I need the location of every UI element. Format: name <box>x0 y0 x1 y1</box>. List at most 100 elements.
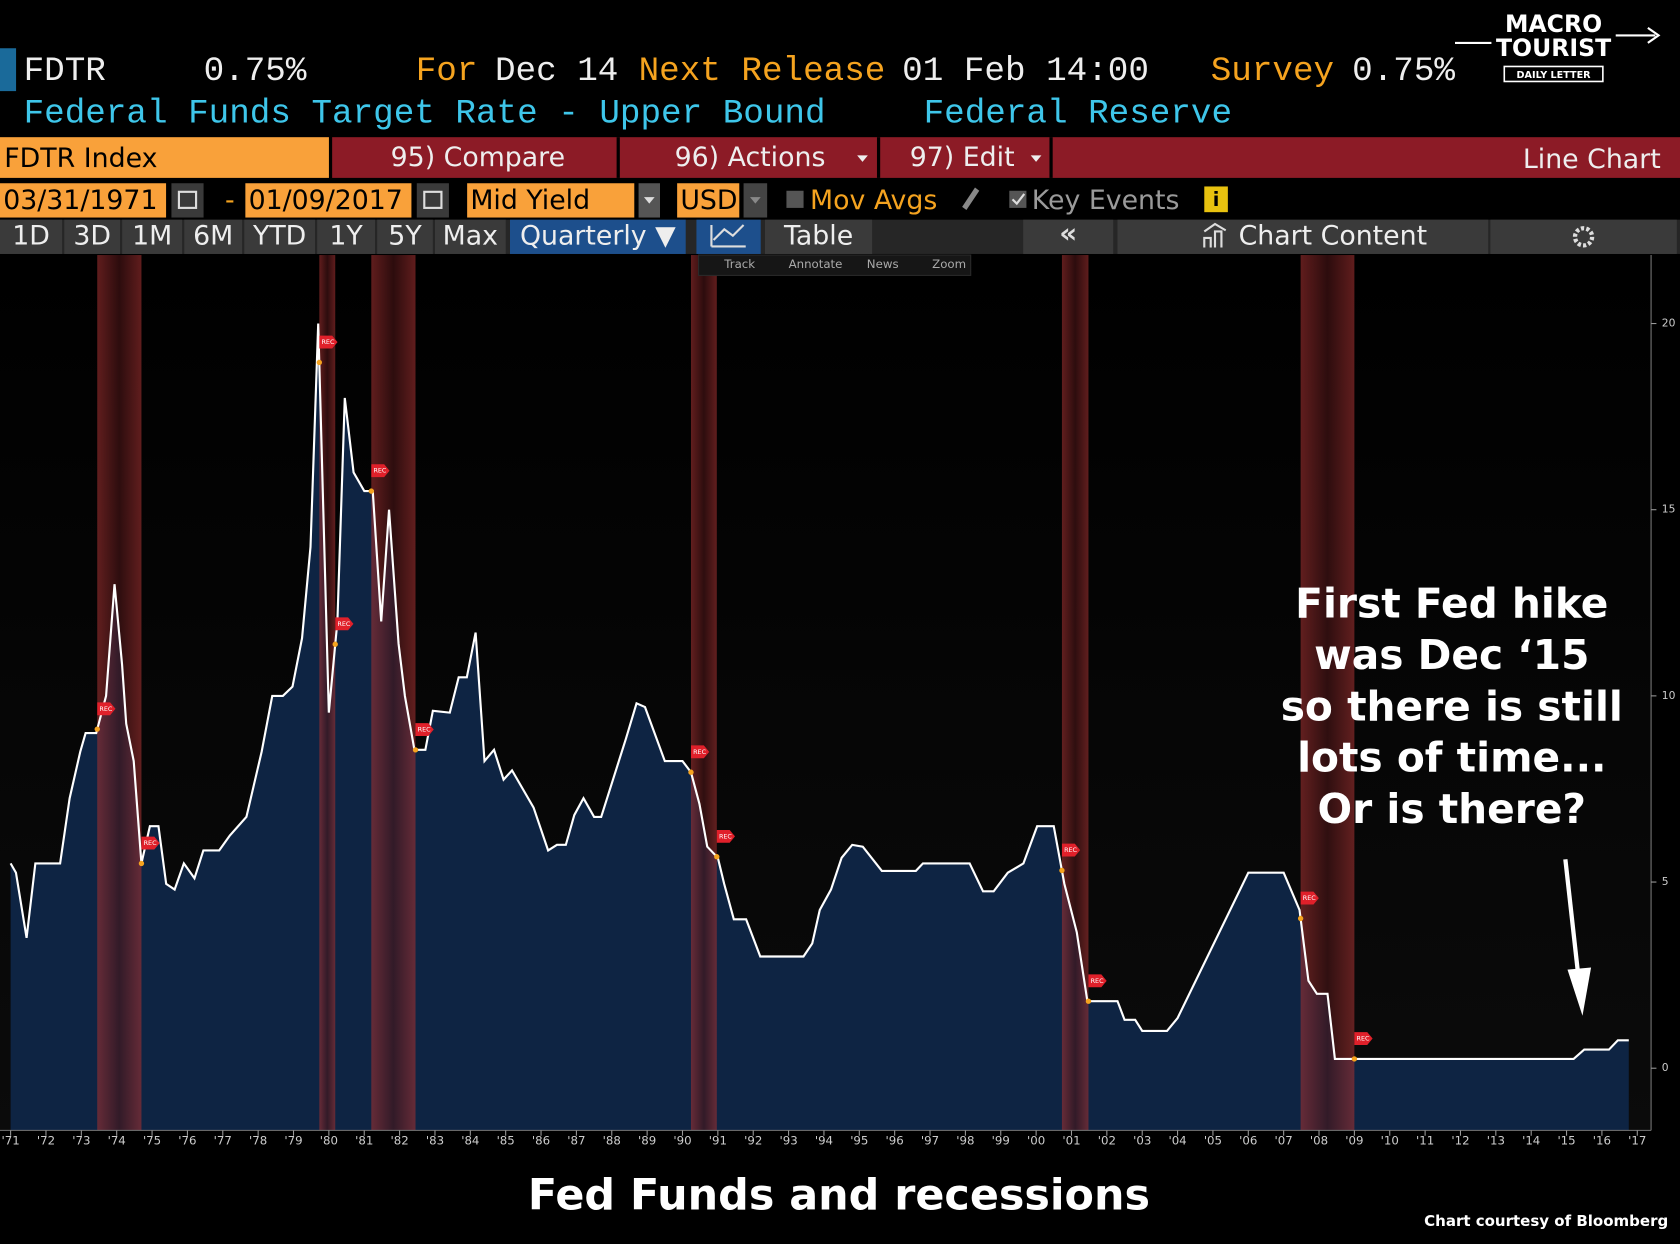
x-tick-label: '77 <box>214 1134 232 1148</box>
period-button[interactable] <box>377 219 433 254</box>
chart-view-icon <box>710 224 746 248</box>
recession-flag-label: REC <box>337 620 350 628</box>
mov-avgs-checkbox[interactable] <box>786 190 804 208</box>
period-button[interactable] <box>184 219 243 254</box>
collapse-button[interactable] <box>1023 219 1114 254</box>
recession-flag-label: REC <box>99 705 112 713</box>
recession-flag <box>1088 974 1107 988</box>
event-dot <box>94 726 100 732</box>
caption: Fed Funds and recessions <box>528 1170 1150 1220</box>
chart-content-button[interactable] <box>1117 219 1489 254</box>
logo-box <box>1503 65 1604 83</box>
recession-band <box>371 255 416 1131</box>
period-button[interactable] <box>317 219 375 254</box>
annotation-line: lots of time... <box>1297 734 1606 782</box>
recession-flag-label: REC <box>1303 894 1316 902</box>
period-button[interactable] <box>0 219 63 254</box>
start-date: 03/31/1971 <box>3 185 157 216</box>
y-tick-label: 5 <box>1662 875 1669 888</box>
pencil-icon[interactable] <box>962 187 980 211</box>
settings-button[interactable] <box>1490 219 1677 254</box>
date-separator: - <box>225 185 235 216</box>
calendar-icon <box>423 190 443 209</box>
x-tick-label: '05 <box>1204 1134 1222 1148</box>
period-label: 6M <box>193 220 233 251</box>
recession-band <box>97 255 142 1131</box>
x-tick-label: '72 <box>37 1134 55 1148</box>
security: FDTR Index <box>4 143 157 174</box>
x-tick-label: '92 <box>744 1134 762 1148</box>
edit-button[interactable]: 97) Edit <box>910 142 1015 173</box>
x-tick-label: '14 <box>1522 1134 1540 1148</box>
x-tick-label: '93 <box>779 1134 797 1148</box>
frequency-box[interactable] <box>510 219 686 254</box>
chart-type: Line Chart <box>1523 144 1661 175</box>
line <box>9 323 1629 1060</box>
x-tick-label: '86 <box>532 1134 550 1148</box>
collapse-icon: « <box>1059 217 1077 250</box>
dropdown-arrow <box>1030 155 1042 162</box>
key-events: Key Events <box>1032 185 1180 216</box>
period-button[interactable] <box>244 219 315 254</box>
annotation-line: First Fed hike <box>1295 579 1608 627</box>
chart-view-button[interactable] <box>696 219 761 254</box>
info-icon[interactable] <box>1204 186 1228 213</box>
recession-band <box>1300 255 1355 1131</box>
x-tick-label: '02 <box>1098 1134 1116 1148</box>
x-tick-label: '87 <box>567 1134 585 1148</box>
period-button[interactable] <box>122 219 183 254</box>
security-box[interactable] <box>0 137 329 178</box>
event-dot <box>138 860 145 867</box>
mov-avgs: Mov Avgs <box>810 185 937 216</box>
compare-button[interactable]: 95) Compare <box>391 142 565 173</box>
field-box[interactable] <box>467 183 635 218</box>
x-tick-label: '95 <box>850 1134 868 1148</box>
gear-icon <box>1572 226 1595 248</box>
period-button[interactable] <box>64 219 120 254</box>
key-events-checkbox[interactable] <box>1009 190 1027 208</box>
start-date-box[interactable] <box>0 183 167 218</box>
event-dot <box>1351 1056 1358 1062</box>
x-tick-label: '06 <box>1239 1134 1257 1148</box>
recession-flag <box>1300 891 1319 905</box>
table-button[interactable] <box>765 219 873 254</box>
x-tick-label: '12 <box>1451 1134 1469 1148</box>
end-date-box[interactable] <box>245 183 412 218</box>
x-tick-label: '89 <box>638 1134 656 1148</box>
chart-tool[interactable]: Track <box>723 257 755 271</box>
chart-tool[interactable]: Zoom <box>932 257 966 271</box>
recession-band <box>690 255 717 1131</box>
next-release: 01 Feb 14:00 <box>902 52 1149 91</box>
next-release-label: Next Release <box>639 52 886 91</box>
y-tick-label: 15 <box>1662 503 1676 516</box>
chart-tool[interactable]: Annotate <box>789 257 843 271</box>
chart-content-icon <box>1203 222 1227 248</box>
event-dot <box>688 769 694 775</box>
period-button[interactable] <box>435 219 506 254</box>
annotation-line: so there is still <box>1281 682 1623 730</box>
chart-tool[interactable]: News <box>867 257 899 271</box>
logo-line1: MACRO <box>1505 10 1602 38</box>
survey-value: 0.75% <box>1352 52 1455 91</box>
recession-flag <box>716 829 736 843</box>
for-date: Dec 14 <box>495 52 618 91</box>
calendar-button[interactable] <box>171 183 204 218</box>
currency-box[interactable] <box>677 183 740 218</box>
period-label: Max <box>443 220 498 251</box>
x-tick-label: '00 <box>1027 1134 1045 1148</box>
recession-flag-label: REC <box>373 467 386 475</box>
logo-line2: TOURIST <box>1496 34 1611 62</box>
x-tick-label: '79 <box>284 1134 302 1148</box>
end-date: 01/09/2017 <box>249 185 403 216</box>
calendar-button[interactable] <box>416 183 449 218</box>
calendar-icon <box>177 190 198 209</box>
event-dot <box>412 747 419 753</box>
x-tick-label: '88 <box>603 1134 621 1148</box>
x-tick-label: '81 <box>355 1134 373 1148</box>
x-tick-label: '03 <box>1133 1134 1151 1148</box>
ticker: FDTR <box>24 52 106 91</box>
actions-button[interactable]: 96) Actions <box>675 142 826 173</box>
recession-flag-label: REC <box>1064 846 1077 854</box>
x-tick-label: '85 <box>497 1134 515 1148</box>
